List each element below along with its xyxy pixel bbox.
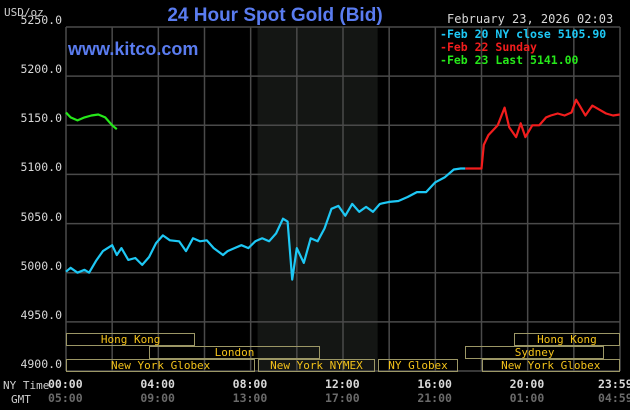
legend-item-ny-close: -Feb 20 NY close 5105.90 [440,27,607,41]
grid-lines [65,26,621,372]
x-tick-ny: 23:59 [598,377,630,391]
session-hong-kong: Hong Kong [513,333,620,346]
x-tick-gmt: 01:00 [509,391,545,405]
gmt-label: GMT [11,393,31,406]
x-tick-ny: 04:00 [140,377,175,391]
nymex-shaded-region [257,27,378,371]
y-tick-label: 5250.0 [20,13,62,27]
x-tick-gmt: 21:00 [417,391,452,405]
datetime: February 23, 2026 02:03 [447,12,614,26]
x-tick-ny: 16:00 [417,377,452,391]
y-tick-label: 5050.0 [20,209,62,224]
session-ny-globex: NY Globex [377,359,459,372]
unit-label: USD/oz [4,6,44,19]
x-tick-gmt: 17:00 [325,391,360,405]
session-london: London [149,346,320,359]
ny-time-label: NY Time [3,379,50,392]
x-tick-ny: 20:00 [509,377,545,391]
legend-swatch: - [440,40,447,54]
y-tick-label: 4950.0 [20,307,62,322]
legend-swatch: - [440,27,447,41]
session-new-york-globex: New York Globex [66,359,256,372]
legend-item-last: -Feb 23 Last 5141.00 [440,53,579,67]
watermark-link[interactable]: www.kitco.com [68,39,199,59]
y-tick-label: 5150.0 [20,111,62,126]
series-line [465,98,620,170]
session-new-york-nymex: New York NYMEX [257,359,376,372]
x-tick-ny: 08:00 [232,377,268,391]
y-tick-label: 4900.0 [20,357,62,371]
x-tick-gmt: 13:00 [232,391,268,405]
x-tick-gmt: 09:00 [140,391,175,405]
series-line [65,167,466,281]
y-tick-label: 5200.0 [20,62,62,77]
y-tick-label: 5000.0 [20,258,62,273]
session-new-york-globex: New York Globex [481,359,620,372]
x-tick-ny: 00:00 [48,377,83,391]
series-line [65,111,118,131]
chart-title: 24 Hour Spot Gold (Bid) [167,5,383,26]
session-sydney: Sydney [465,346,604,359]
price-series [65,98,620,281]
session-hong-kong: Hong Kong [66,333,196,346]
legend-swatch: - [440,53,447,67]
x-tick-ny: 12:00 [325,377,360,391]
legend-item-sunday: -Feb 22 Sunday [440,40,537,54]
y-tick-label: 5100.0 [20,160,62,175]
x-tick-gmt: 05:00 [48,391,83,405]
x-tick-gmt: 04:59 [598,391,630,405]
